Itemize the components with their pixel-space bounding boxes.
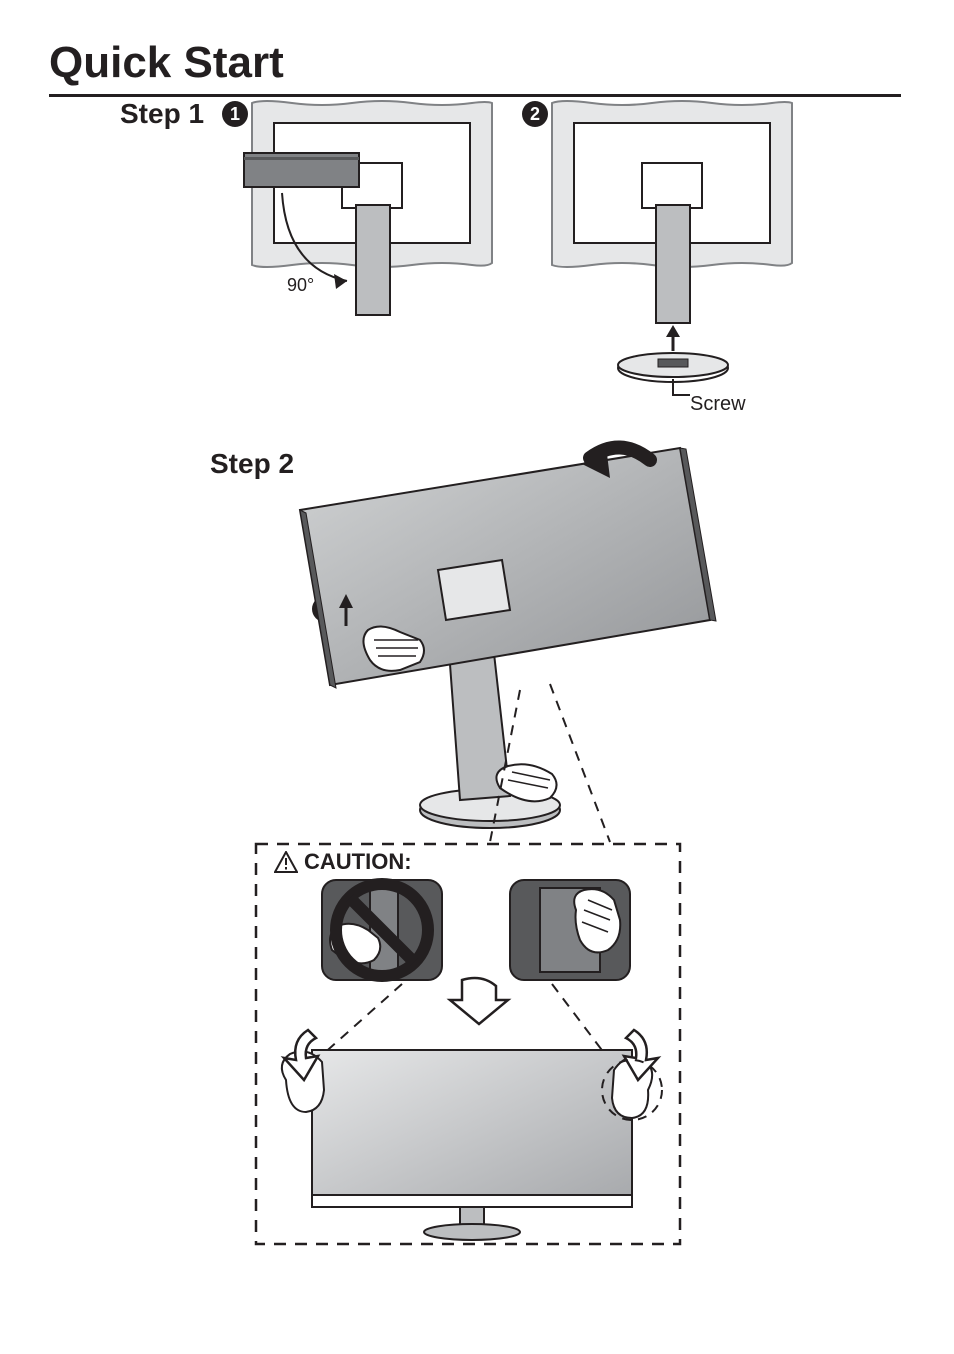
warning-icon [274, 851, 298, 873]
step1-figure1 [232, 93, 502, 333]
step2-figure [250, 440, 750, 860]
step1-figure2 [532, 93, 802, 413]
page-title: Quick Start [49, 38, 901, 97]
caution-box [252, 840, 684, 1248]
caution-row: CAUTION: [274, 849, 412, 875]
angle-label: 90° [287, 275, 314, 296]
caution-label: CAUTION: [304, 849, 412, 875]
screw-label: Screw [690, 393, 746, 416]
step1-label: Step 1 [120, 98, 204, 130]
